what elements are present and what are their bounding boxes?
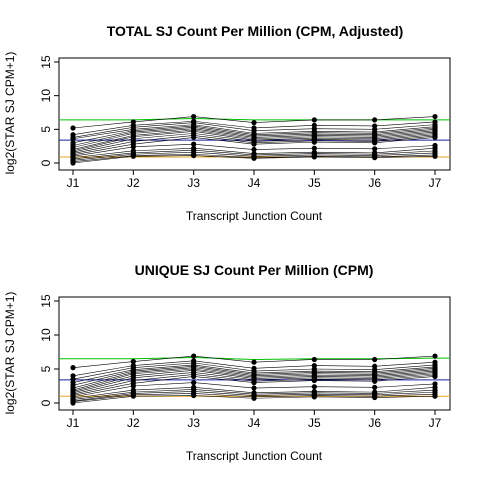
x-tick-label: J4 [248, 416, 261, 430]
x-axis-label: Transcript Junction Count [186, 209, 323, 223]
x-tick-label: J3 [187, 416, 200, 430]
data-point [70, 125, 76, 131]
data-point [372, 146, 378, 152]
x-tick-label: J5 [308, 416, 321, 430]
data-point [191, 380, 197, 386]
data-point [372, 384, 378, 390]
data-point [311, 117, 317, 123]
data-point [372, 117, 378, 123]
chart-panel-unique: UNIQUE SJ Count Per Million (CPM) log2(S… [3, 262, 451, 463]
plot-area: 0 5 10 15 J1 J2 J3 J4 J5 J6 J7 [39, 294, 451, 430]
data-point [311, 145, 317, 151]
data-point [130, 153, 136, 159]
x-tick-label: J2 [127, 416, 140, 430]
data-point [130, 383, 136, 389]
plot-area: 0 5 10 15 J1 J2 J3 J4 J5 J6 J7 [39, 55, 451, 190]
data-point [251, 380, 257, 386]
data-point [251, 359, 257, 365]
data-point [130, 144, 136, 150]
x-tick-label: J7 [429, 176, 442, 190]
data-point [432, 134, 438, 141]
data-point [311, 394, 317, 400]
data-point [311, 356, 317, 363]
x-axis-label: Transcript Junction Count [186, 449, 323, 463]
data-point [432, 373, 438, 380]
data-point [311, 154, 317, 160]
y-tick-label: 15 [39, 55, 53, 69]
x-tick-label: J6 [368, 416, 381, 430]
data-point [251, 146, 257, 153]
y-axis-label: log2(STAR SJ CPM+1) [3, 292, 17, 415]
x-tick-label: J3 [187, 176, 200, 190]
x-tick-label: J1 [67, 176, 80, 190]
data-point [251, 395, 257, 401]
data-point [372, 394, 378, 401]
data-point [251, 385, 257, 391]
data-point [191, 353, 197, 359]
data-point [130, 393, 136, 399]
reference-line [59, 356, 450, 360]
y-tick-label: 10 [39, 328, 53, 342]
y-tick-label: 0 [39, 399, 53, 406]
chart-panel-total: TOTAL SJ Count Per Million (CPM, Adjuste… [3, 23, 451, 223]
data-point [191, 392, 197, 399]
y-tick-label: 5 [39, 126, 53, 133]
data-point [432, 393, 438, 399]
data-point [130, 358, 136, 365]
data-point [311, 377, 317, 384]
x-tick-label: J2 [127, 176, 140, 190]
reference-line [59, 118, 450, 121]
x-tick-label: J4 [248, 176, 261, 190]
data-point [251, 120, 257, 126]
data-point [432, 353, 438, 359]
data-point [191, 373, 197, 380]
data-point [70, 160, 76, 166]
data-point [191, 141, 197, 147]
data-point [432, 113, 438, 120]
data-point [70, 365, 76, 371]
y-tick-label: 5 [39, 365, 53, 372]
y-tick-label: 0 [39, 159, 53, 166]
chart-title: TOTAL SJ Count Per Million (CPM, Adjuste… [107, 23, 404, 39]
data-point [311, 139, 317, 145]
data-point [251, 155, 257, 161]
data-point [372, 155, 378, 161]
y-tick-label: 10 [39, 89, 53, 103]
data-point [432, 153, 438, 159]
data-point [191, 152, 197, 159]
data-point [191, 113, 197, 120]
data-point [70, 400, 76, 406]
x-tick-label: J5 [308, 176, 321, 190]
data-point [372, 356, 378, 363]
data-point [372, 378, 378, 384]
y-tick-label: 15 [39, 294, 53, 308]
data-point [251, 141, 257, 147]
data-point [372, 140, 378, 146]
x-tick-label: J7 [429, 416, 442, 430]
y-axis-label: log2(STAR SJ CPM+1) [3, 52, 17, 175]
data-point [70, 136, 76, 142]
x-tick-label: J1 [67, 416, 80, 430]
chart-title: UNIQUE SJ Count Per Million (CPM) [135, 262, 374, 278]
data-point [311, 384, 317, 390]
x-tick-label: J6 [368, 176, 381, 190]
data-point [191, 134, 197, 141]
